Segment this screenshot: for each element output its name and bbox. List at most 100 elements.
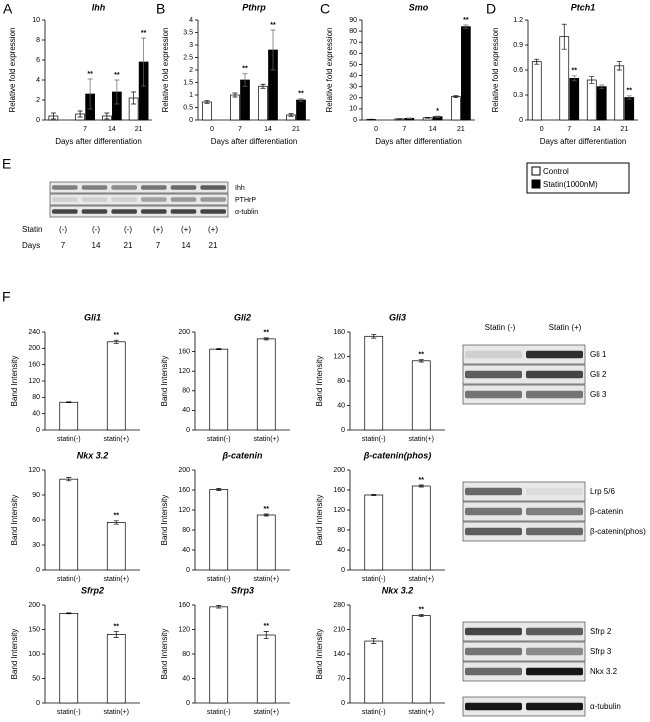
blot-band <box>465 527 522 536</box>
y-tick-label: 40 <box>337 547 345 554</box>
error-bar <box>263 513 269 517</box>
bar <box>59 478 79 571</box>
blot-band <box>526 627 583 636</box>
x-tick-label: 14 <box>108 126 116 133</box>
significance-label: ** <box>242 66 248 73</box>
error-bar <box>418 614 424 617</box>
y-tick-label: 60 <box>349 50 357 57</box>
y-axis-label: Band Intensity <box>315 356 324 407</box>
y-tick-label: 40 <box>182 547 190 554</box>
significance-label: ** <box>463 17 469 24</box>
y-tick-label: 240 <box>28 329 40 336</box>
band-label: Sfrp 3 <box>590 647 612 656</box>
y-tick-label: 4 <box>189 17 193 24</box>
bar <box>209 489 229 571</box>
y-tick-label: 200 <box>178 329 190 336</box>
y-tick-label: 160 <box>178 348 190 355</box>
x-tick-label: statin(+) <box>409 436 434 443</box>
y-tick-label: 0 <box>36 567 40 574</box>
band-label: PTHrP <box>235 197 256 204</box>
row-value: (-) <box>59 225 67 234</box>
bar <box>569 77 580 121</box>
blot-band <box>141 185 167 190</box>
error-bar <box>66 612 72 615</box>
error-bar <box>616 61 622 71</box>
error-bar <box>113 339 119 344</box>
y-tick-label: 0 <box>36 117 40 124</box>
error-bar <box>371 334 377 339</box>
chart-title: Pthrp <box>242 2 266 12</box>
chart-title: Nkx 3.2 <box>382 585 414 595</box>
y-tick-label: 140 <box>333 651 345 658</box>
blot-strip <box>462 521 586 542</box>
bar <box>202 101 212 121</box>
y-tick-label: 50 <box>32 675 40 682</box>
chart-title: Gli2 <box>234 312 251 322</box>
y-tick-label: 30 <box>32 542 40 549</box>
y-tick-label: 200 <box>28 602 40 609</box>
y-tick-label: 40 <box>32 411 40 418</box>
blot-strip <box>462 501 586 522</box>
error-bar <box>216 348 222 350</box>
blot-band <box>170 209 197 214</box>
panel-letter: F <box>2 289 11 305</box>
y-tick-label: 80 <box>337 527 345 534</box>
bar <box>364 494 384 571</box>
y-axis-label: Band Intensity <box>160 495 169 546</box>
y-tick-label: 6 <box>36 57 40 64</box>
significance-label: ** <box>419 351 425 358</box>
bar <box>624 97 635 121</box>
y-axis-label: Relative fold expression <box>8 28 17 113</box>
blot-band <box>526 507 583 516</box>
y-tick-label: 160 <box>178 602 190 609</box>
panel-letter: E <box>2 156 11 172</box>
y-tick-label: 30 <box>349 84 357 91</box>
y-axis-label: Relative fold expression <box>325 28 334 113</box>
bar <box>106 634 126 704</box>
band-label: Sfrp 2 <box>590 627 612 636</box>
chart-title: β-catenin(phos) <box>363 450 432 460</box>
blot-band <box>465 627 522 636</box>
x-tick-label: 14 <box>264 126 272 133</box>
x-tick-label: statin(-) <box>207 436 231 443</box>
y-tick-label: 80 <box>337 378 345 385</box>
row-label: Days <box>22 241 40 250</box>
x-tick-label: 7 <box>83 126 87 133</box>
blot-band <box>111 197 137 202</box>
blot-band <box>200 197 226 202</box>
error-bar <box>87 78 93 110</box>
error-bar <box>113 631 119 638</box>
error-bar <box>66 477 72 482</box>
error-bar <box>435 115 441 118</box>
x-tick-label: 7 <box>402 126 406 133</box>
x-axis-label: Days after differentiation <box>55 137 142 146</box>
blot-band <box>526 647 583 656</box>
bar <box>59 612 79 704</box>
y-tick-label: 80 <box>32 394 40 401</box>
y-tick-label: 80 <box>349 28 357 35</box>
chart-title: Sfrp3 <box>231 585 254 595</box>
error-bar <box>371 494 377 496</box>
y-tick-label: 200 <box>28 345 40 352</box>
y-axis-label: Relative fold expression <box>161 28 170 113</box>
blot-band <box>111 185 137 190</box>
error-bar <box>263 630 269 640</box>
bar <box>209 348 229 431</box>
error-bar <box>298 98 304 102</box>
y-tick-label: 200 <box>333 467 345 474</box>
y-tick-label: 80 <box>182 527 190 534</box>
row-value: 7 <box>61 241 66 250</box>
blot-strip <box>462 661 586 682</box>
error-bar <box>131 91 137 105</box>
y-tick-label: 2 <box>189 67 193 74</box>
error-bar <box>242 73 248 87</box>
y-tick-label: 70 <box>349 39 357 46</box>
bar <box>364 640 384 704</box>
y-tick-label: 20 <box>349 95 357 102</box>
bar <box>209 606 229 704</box>
y-axis-label: Relative fold expression <box>491 28 500 113</box>
y-tick-label: 40 <box>182 675 190 682</box>
band-label: α-tublin <box>235 209 258 216</box>
error-bar <box>270 29 276 71</box>
